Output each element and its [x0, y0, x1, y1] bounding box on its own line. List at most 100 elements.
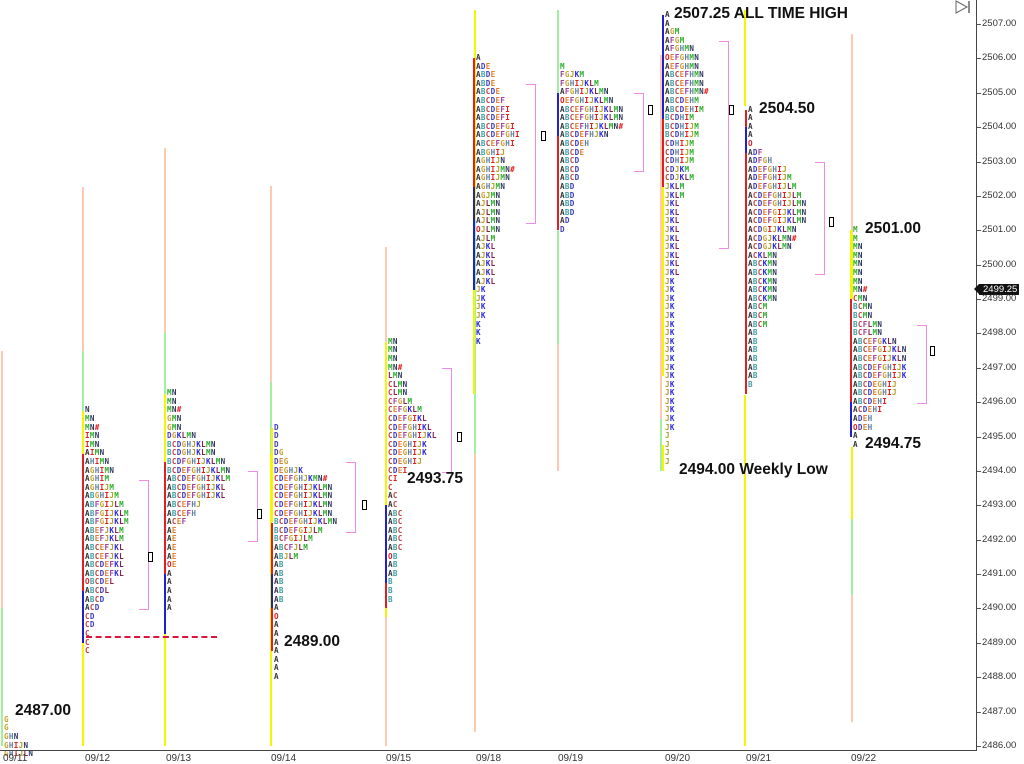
tpo-row: ABD: [560, 190, 575, 200]
value-area-bracket: [526, 84, 536, 224]
tpo-row: ABEFJKLM: [85, 534, 124, 544]
tpo-row: ACDGJKLMN: [748, 242, 792, 252]
tpo-row: C: [388, 482, 393, 492]
tpo-row: JK: [665, 396, 675, 406]
y-tick-label: 2491.00: [982, 568, 1017, 580]
tpo-row: GHN: [4, 732, 19, 742]
profile-spine: [385, 582, 387, 609]
y-tick-label: 2496.00: [982, 396, 1017, 408]
x-axis-line: [0, 750, 977, 751]
tpo-row: JKL: [665, 199, 680, 209]
tpo-row: MN: [388, 336, 398, 346]
tpo-row: ABC: [388, 525, 403, 535]
y-tick-mark: [977, 642, 981, 644]
tpo-row: CDEFGIKL: [388, 414, 427, 424]
tpo-row: A: [748, 113, 753, 123]
value-area-bracket: [442, 367, 452, 473]
tpo-row: AGM: [665, 27, 680, 37]
tpo-row: AC: [388, 500, 398, 510]
tpo-row: B: [388, 577, 393, 587]
tpo-row: CDEFGHJKMN#: [274, 474, 328, 484]
tpo-row: MN#: [388, 362, 403, 372]
tpo-row: CDEFGHIKL: [388, 422, 432, 432]
tpo-row: B: [748, 379, 753, 389]
tpo-row: K: [476, 328, 481, 338]
tpo-row: N: [85, 405, 90, 415]
tpo-row: BCFGIJLM: [274, 534, 313, 544]
tpo-row: JKLM: [665, 190, 685, 200]
profile-spine: [745, 127, 747, 153]
tpo-row: AB: [274, 568, 284, 578]
y-tick-mark: [977, 264, 981, 266]
tpo-row: CDJKM: [665, 164, 690, 174]
tpo-row: AE: [167, 551, 177, 561]
poc-marker: [541, 130, 546, 141]
x-tick-label: 09/18: [476, 753, 502, 764]
tpo-row: MN#: [85, 422, 100, 432]
tpo-row: ABCEFHIJKLMN#: [560, 121, 624, 131]
market-profile-chart[interactable]: G G GHN GHIJN GHIJLN N MN MN# IMN IMN AIMN AHIMN AGH…: [0, 0, 976, 758]
profile-spine: [557, 135, 559, 231]
y-tick-mark: [977, 711, 981, 713]
poc-marker: [729, 104, 734, 115]
tpo-row: ACDEFGHIJLM: [748, 190, 802, 200]
tpo-row: OE: [167, 560, 177, 570]
price-annotation: 2493.75: [407, 469, 464, 487]
profile-spine: [385, 608, 387, 618]
tpo-row: ABCKMN: [748, 285, 778, 295]
tpo-row: AB: [274, 560, 284, 570]
y-tick-mark: [977, 161, 981, 163]
tpo-row: CDEGHIJK: [388, 439, 427, 449]
tpo-row: JK: [665, 285, 675, 295]
poc-marker: [829, 216, 834, 227]
tpo-row: BCDGHJKLMN: [167, 439, 216, 449]
tpo-row: JK: [665, 414, 675, 424]
tpo-row: BCFLMN: [853, 319, 883, 329]
tpo-row: ABCEFGIJKLN: [853, 353, 907, 363]
tpo-row: ABC: [388, 534, 403, 544]
tpo-row: FGJKM: [560, 70, 585, 80]
profile-spine: [82, 591, 84, 643]
tpo-row: ABGHIJ: [476, 147, 506, 157]
y-tick-mark: [977, 24, 981, 25]
session-range-bar: [744, 10, 746, 107]
tpo-row: FGHIJKLM: [560, 78, 599, 88]
tpo-row: OEFGHMN: [665, 53, 700, 63]
tpo-row: JKL: [665, 250, 680, 260]
tpo-row: AGJMN: [476, 190, 501, 200]
tpo-row: AJKL: [476, 276, 496, 286]
y-tick-mark: [977, 333, 981, 335]
y-tick-label: 2490.00: [982, 602, 1017, 614]
tpo-row: BCDEFGHIJKLMN: [167, 465, 231, 475]
tpo-row: IMN: [85, 431, 100, 441]
session-range-bar: [744, 395, 746, 746]
tpo-row: AJKL: [476, 267, 496, 277]
profile-spine: [557, 92, 559, 136]
poc-marker: [930, 345, 935, 356]
tpo-row: CDHIJM: [665, 147, 695, 157]
tpo-row: O: [748, 139, 753, 149]
tpo-row: ABCDEFGHIJK: [853, 371, 907, 381]
y-tick-label: 2503.00: [982, 155, 1017, 167]
tpo-row: J: [665, 457, 670, 467]
tpo-row: ABCDEHI: [853, 396, 888, 406]
tpo-row: ABCEFGKLN: [853, 336, 897, 346]
session-range-bar: [660, 419, 662, 471]
tpo-row: M: [853, 224, 858, 234]
tpo-row: JKL: [665, 242, 680, 252]
profile-spine: [271, 608, 273, 652]
price-annotation: 2494.00 Weekly Low: [679, 460, 828, 478]
tpo-row: ABCD: [560, 164, 580, 174]
tpo-row: MN: [853, 242, 863, 252]
tpo-row: ABCDEH: [560, 139, 590, 149]
tpo-row: ADEH: [853, 414, 873, 424]
tpo-row: ACDEHI: [853, 405, 883, 415]
tpo-row: ABCEFGHIJKLMN: [560, 113, 624, 123]
tpo-row: JK: [665, 336, 675, 346]
tpo-row: ABCDEFGHIJK: [853, 362, 907, 372]
tpo-row: BCFLMN: [853, 328, 883, 338]
tpo-row: IMN: [85, 439, 100, 449]
tpo-row: MN#: [167, 405, 182, 415]
play-to-end-icon[interactable]: [955, 0, 973, 14]
tpo-row: AE: [167, 542, 177, 552]
